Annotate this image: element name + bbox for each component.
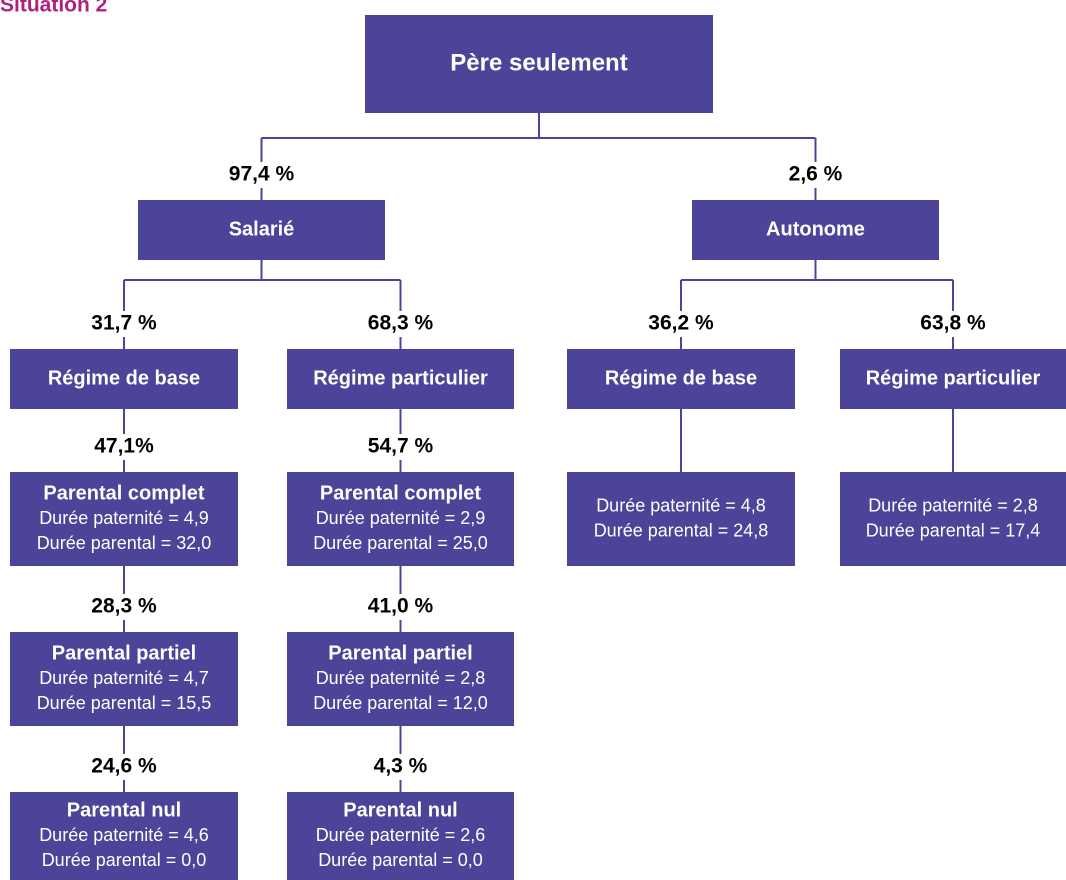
percentage: 36,2 %	[648, 312, 714, 335]
percentage: 54,7 %	[368, 435, 434, 458]
label-bg	[76, 754, 172, 780]
node-title: Salarié	[229, 218, 295, 240]
node-line: Durée paternité = 4,7	[39, 668, 209, 688]
label-bg	[352, 754, 449, 780]
node-box	[138, 200, 385, 260]
node-box	[10, 632, 238, 726]
label-bg	[213, 162, 310, 188]
node-title: Régime de base	[48, 367, 200, 389]
label-bg	[352, 594, 449, 620]
label-bg	[905, 311, 1001, 337]
node-box	[10, 472, 238, 566]
node-title: Régime particulier	[313, 367, 488, 389]
node-box	[287, 632, 514, 726]
label-bg	[767, 162, 864, 188]
node-line: Durée paternité = 2,6	[316, 825, 486, 845]
label-bg	[352, 434, 449, 460]
node-title: Parental complet	[320, 482, 482, 504]
label-bg	[76, 311, 172, 337]
node-line: Durée parental = 17,4	[866, 520, 1041, 540]
title: Situation 2	[0, 0, 107, 17]
node-line: Durée parental = 25,0	[313, 533, 488, 553]
label-bg	[633, 311, 729, 337]
percentage: 2,6 %	[789, 163, 843, 186]
node-title: Régime particulier	[866, 367, 1041, 389]
node-line: Durée parental = 15,5	[37, 693, 212, 713]
node-box	[10, 792, 238, 880]
node-title: Régime de base	[605, 367, 757, 389]
node-line: Durée paternité = 4,8	[596, 495, 766, 515]
node-title: Parental nul	[343, 799, 457, 821]
node-box	[287, 792, 514, 880]
node-title: Parental nul	[67, 799, 181, 821]
node-line: Durée parental = 12,0	[313, 693, 488, 713]
percentage: 97,4 %	[229, 163, 295, 186]
node-line: Durée paternité = 4,6	[39, 825, 209, 845]
node-box	[567, 349, 795, 409]
label-bg	[352, 311, 449, 337]
label-bg	[76, 434, 172, 460]
node-line: Durée parental = 0,0	[42, 850, 207, 870]
node-box	[365, 15, 713, 113]
node-line: Durée paternité = 2,8	[868, 495, 1038, 515]
percentage: 41,0 %	[368, 595, 434, 618]
percentage: 68,3 %	[368, 312, 434, 335]
node-box	[567, 472, 795, 566]
node-line: Durée parental = 32,0	[37, 533, 212, 553]
node-line: Durée paternité = 4,9	[39, 508, 209, 528]
node-title: Parental complet	[43, 482, 205, 504]
node-box	[287, 349, 514, 409]
node-box	[692, 200, 939, 260]
node-box	[840, 349, 1066, 409]
node-title: Autonome	[766, 218, 865, 240]
label-bg	[76, 594, 172, 620]
percentage: 28,3 %	[91, 595, 157, 618]
node-title: Parental partiel	[52, 642, 197, 664]
node-box	[840, 472, 1066, 566]
percentage: 31,7 %	[91, 312, 157, 335]
node-line: Durée parental = 0,0	[318, 850, 483, 870]
node-box	[10, 349, 238, 409]
percentage: 24,6 %	[91, 755, 157, 778]
percentage: 4,3 %	[374, 755, 428, 778]
node-title: Parental partiel	[328, 642, 473, 664]
percentage: 63,8 %	[920, 312, 986, 335]
node-line: Durée parental = 24,8	[594, 520, 769, 540]
node-line: Durée paternité = 2,9	[316, 508, 486, 528]
percentage: 47,1%	[94, 435, 154, 458]
node-title: Père seulement	[450, 49, 627, 76]
node-line: Durée paternité = 2,8	[316, 668, 486, 688]
node-box	[287, 472, 514, 566]
